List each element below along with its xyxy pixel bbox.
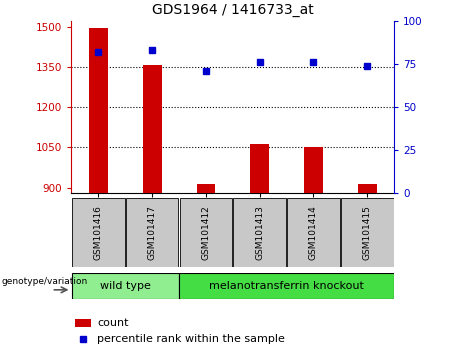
- Text: genotype/variation: genotype/variation: [1, 278, 88, 286]
- Text: wild type: wild type: [100, 281, 151, 291]
- Text: GSM101415: GSM101415: [363, 205, 372, 260]
- Bar: [89, 28, 108, 193]
- Text: GSM101414: GSM101414: [309, 205, 318, 260]
- Text: count: count: [97, 318, 129, 328]
- Bar: [179, 273, 394, 299]
- Bar: [179, 198, 232, 267]
- Bar: [304, 147, 323, 193]
- Bar: [126, 198, 178, 267]
- Text: GSM101416: GSM101416: [94, 205, 103, 260]
- Bar: [358, 184, 377, 193]
- Bar: [233, 198, 286, 267]
- Text: GSM101417: GSM101417: [148, 205, 157, 260]
- Bar: [143, 65, 161, 193]
- Text: percentile rank within the sample: percentile rank within the sample: [97, 334, 285, 344]
- Title: GDS1964 / 1416733_at: GDS1964 / 1416733_at: [152, 4, 313, 17]
- Text: GSM101412: GSM101412: [201, 205, 210, 260]
- Bar: [75, 319, 91, 327]
- Bar: [196, 184, 215, 193]
- Bar: [72, 198, 124, 267]
- Text: melanotransferrin knockout: melanotransferrin knockout: [209, 281, 364, 291]
- Bar: [250, 144, 269, 193]
- Bar: [287, 198, 340, 267]
- Text: GSM101413: GSM101413: [255, 205, 264, 260]
- Bar: [341, 198, 394, 267]
- Bar: [72, 273, 179, 299]
